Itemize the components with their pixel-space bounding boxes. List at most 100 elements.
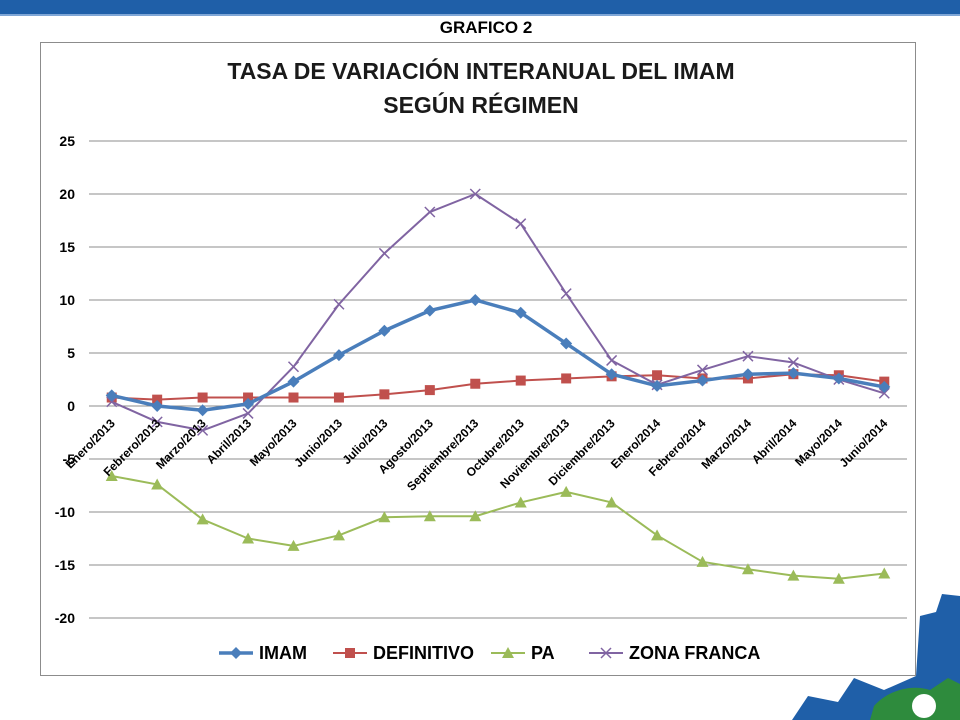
data-point xyxy=(878,387,890,399)
legend-marker xyxy=(230,647,242,659)
data-point xyxy=(196,404,209,417)
data-point xyxy=(560,337,573,350)
data-point xyxy=(242,532,255,544)
data-point xyxy=(151,400,164,412)
data-point xyxy=(469,188,481,200)
series-line xyxy=(111,298,885,412)
data-point xyxy=(605,368,618,381)
data-point xyxy=(105,469,118,481)
data-point xyxy=(332,529,345,541)
data-point xyxy=(652,370,663,381)
data-point xyxy=(605,496,618,508)
data-point xyxy=(832,572,845,584)
data-point xyxy=(696,364,709,376)
series-line xyxy=(111,474,885,580)
series-zona-franca xyxy=(106,188,890,436)
data-point xyxy=(651,379,664,392)
data-point xyxy=(424,385,435,396)
data-point xyxy=(197,392,208,403)
data-point xyxy=(787,357,799,369)
data-point xyxy=(787,367,800,380)
x-tick-label: Junio/2014 xyxy=(837,416,891,470)
data-point xyxy=(878,567,891,579)
slide-title: GRAFICO 2 xyxy=(439,18,533,37)
chart-title-line-2: SEGÚN RÉGIMEN xyxy=(383,91,579,118)
data-point xyxy=(424,206,436,218)
y-tick-label: 10 xyxy=(59,292,75,308)
data-point xyxy=(379,389,390,400)
data-point xyxy=(696,374,709,387)
top-banner xyxy=(0,0,960,14)
data-point xyxy=(741,563,754,575)
chart-title-line-1: TASA DE VARIACIÓN INTERANUAL DEL IMAM xyxy=(227,57,734,84)
data-point xyxy=(832,372,845,385)
data-point xyxy=(287,539,300,551)
series-imam xyxy=(105,294,891,417)
y-tick-label: 25 xyxy=(59,133,75,149)
data-point xyxy=(151,478,164,490)
data-point xyxy=(469,510,482,522)
legend-marker xyxy=(502,647,514,658)
series-line xyxy=(111,373,885,401)
series-pa xyxy=(105,469,891,584)
data-point xyxy=(243,392,254,403)
legend-entry: PA xyxy=(491,643,555,663)
data-point xyxy=(741,368,754,381)
data-point xyxy=(197,424,209,436)
data-point xyxy=(333,298,345,310)
data-point xyxy=(196,513,209,525)
x-tick-label: Junio/2013 xyxy=(291,416,345,470)
data-point xyxy=(242,397,255,410)
data-point xyxy=(742,350,754,362)
data-point xyxy=(152,394,163,405)
data-point xyxy=(515,218,527,230)
legend-label: ZONA FRANCA xyxy=(629,643,760,663)
y-tick-label: 15 xyxy=(59,239,75,255)
data-point xyxy=(878,380,891,393)
legend-label: DEFINITIVO xyxy=(373,643,474,663)
legend-label: PA xyxy=(531,643,555,663)
data-point xyxy=(333,392,344,403)
data-point xyxy=(151,416,163,428)
y-tick-label: -10 xyxy=(55,504,75,520)
y-tick-label: 5 xyxy=(67,345,75,361)
legend-marker xyxy=(600,647,612,659)
data-point xyxy=(561,373,572,384)
data-point xyxy=(287,375,300,388)
data-point xyxy=(378,324,391,337)
data-point xyxy=(560,485,573,497)
legend-label: IMAM xyxy=(259,643,307,663)
data-point xyxy=(651,529,664,541)
legend-entry: ZONA FRANCA xyxy=(589,643,760,663)
legend-entry: IMAM xyxy=(219,643,307,663)
y-tick-label: -15 xyxy=(55,557,75,573)
y-tick-label: 20 xyxy=(59,186,75,202)
data-point xyxy=(423,304,436,317)
legend-entry: DEFINITIVO xyxy=(333,643,474,663)
y-tick-label: -20 xyxy=(55,610,75,626)
data-point xyxy=(470,378,481,389)
data-point xyxy=(106,396,118,408)
data-point xyxy=(560,288,572,300)
data-point xyxy=(287,361,300,373)
data-point xyxy=(514,496,527,508)
data-point xyxy=(606,354,618,366)
data-point xyxy=(696,555,709,567)
data-point xyxy=(378,247,390,259)
data-point xyxy=(787,569,800,581)
chart-frame: TASA DE VARIACIÓN INTERANUAL DEL IMAM SE… xyxy=(40,42,916,676)
data-point xyxy=(332,349,345,362)
data-point xyxy=(469,294,482,306)
data-point xyxy=(378,511,391,523)
legend-marker xyxy=(345,648,355,658)
data-point xyxy=(288,392,299,403)
line-chart: TASA DE VARIACIÓN INTERANUAL DEL IMAM SE… xyxy=(55,57,907,663)
data-point xyxy=(423,510,436,522)
data-point xyxy=(242,407,254,419)
data-point xyxy=(515,375,526,386)
y-tick-label: 0 xyxy=(67,398,75,414)
data-point xyxy=(514,306,527,319)
data-point xyxy=(105,389,118,402)
series-line xyxy=(111,193,885,432)
